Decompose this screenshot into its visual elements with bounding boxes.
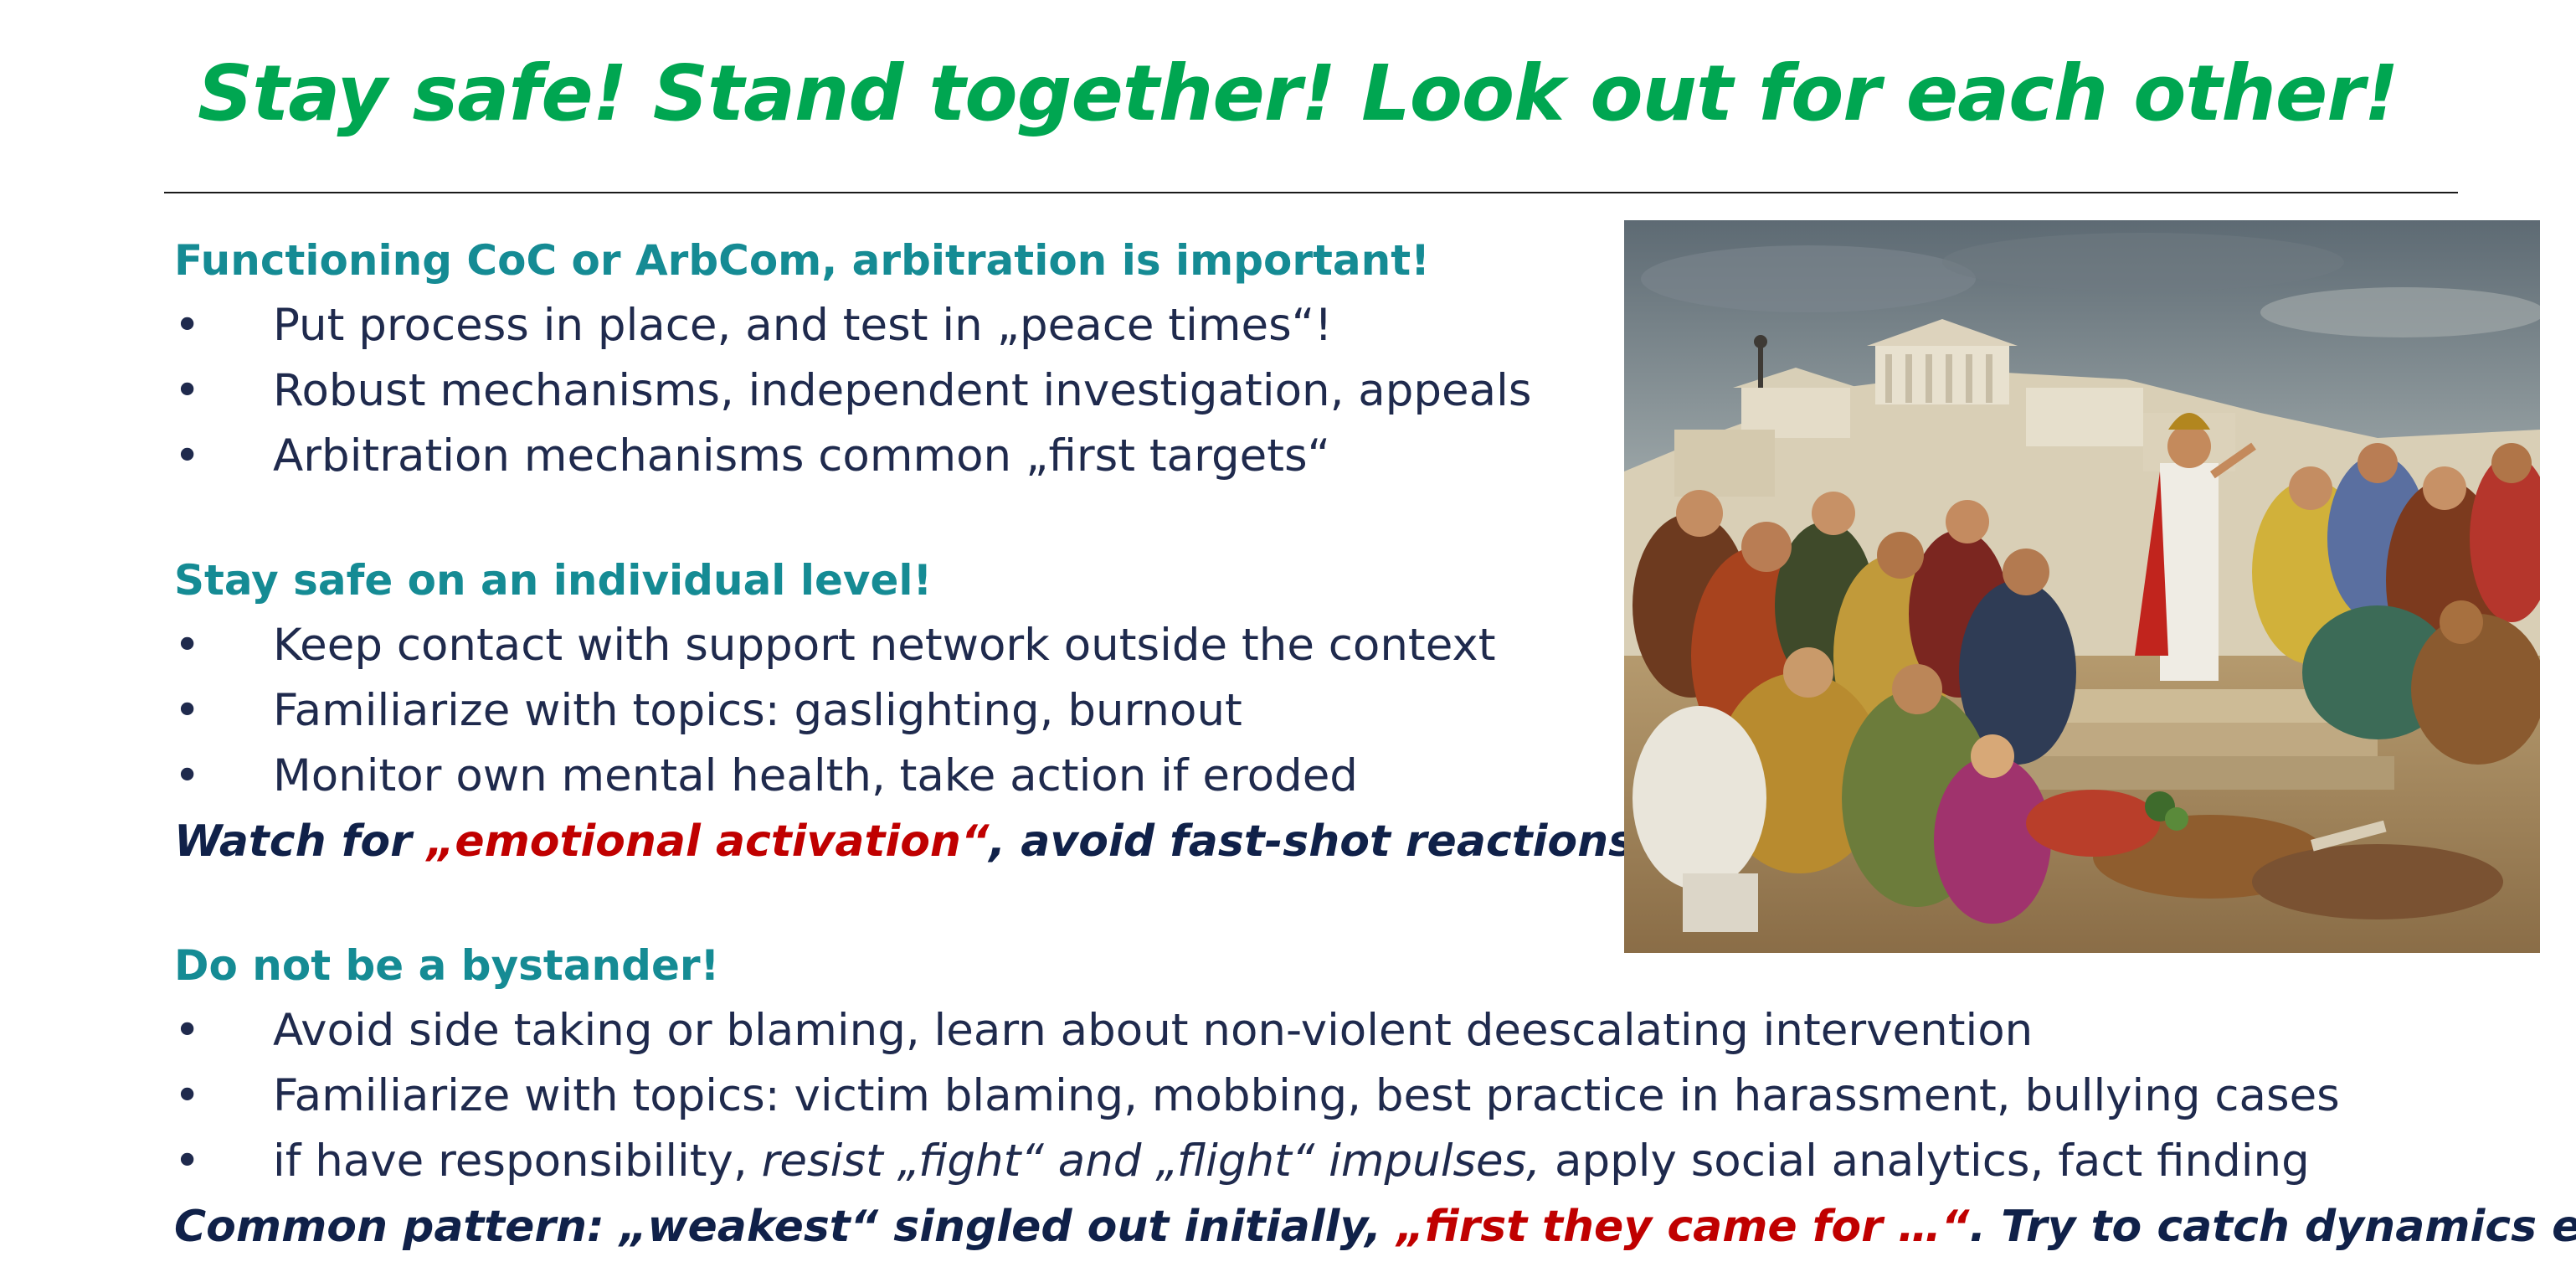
list-item: • Arbitration mechanisms common „first t… [174,424,2518,489]
section-heading-bystander: Do not be a bystander! [174,941,720,990]
list-item-text: Robust mechanisms, independent investiga… [273,365,1532,416]
section-heading-arbitration: Functioning CoC or ArbCom, arbitration i… [174,236,1430,285]
list-item-text: Monitor own mental health, take action i… [273,750,1358,801]
list-item: • Familiarize with topics: victim blamin… [174,1064,2518,1129]
note-text: , avoid fast-shot reactions [989,816,1635,867]
list-item-text: if have responsibility, [273,1136,762,1187]
list-item: • if have responsibility, resist „fight“… [174,1129,2518,1194]
list-item-text: Familiarize with topics: victim blaming,… [273,1070,2340,1121]
note-text: Watch for [174,816,427,867]
list-item-text: Avoid side taking or blaming, learn abou… [273,1005,2034,1056]
painting-image [1624,220,2540,953]
emphasis-note-activation: Watch for „emotional activation“, avoid … [174,809,2518,874]
slide-title: Stay safe! Stand together! Look out for … [198,49,2399,138]
list-item: • Avoid side taking or blaming, learn ab… [174,998,2518,1064]
list-item-text: Arbitration mechanisms common „first tar… [273,430,1331,482]
list-item: • Familiarize with topics: gaslighting, … [174,678,2518,744]
note-text: Common pattern: „weakest“ singled out in… [174,1202,1397,1252]
list-item: • Robust mechanisms, independent investi… [174,358,2518,424]
note-highlight: „first they came for …“ [1396,1202,1970,1252]
bullet-icon: • [174,1136,201,1187]
list-item-text: Put process in place, and test in „peace… [273,300,1333,351]
bullet-icon: • [174,1005,201,1056]
emphasis-note-pattern: Common pattern: „weakest“ singled out in… [174,1194,2576,1259]
bullet-icon: • [174,620,201,671]
list-item: • Keep contact with support network outs… [174,613,2518,678]
list-item-italic-text: resist „fight“ and „flight“ impulses, [761,1136,1541,1187]
title-divider [164,192,2458,193]
bullet-icon: • [174,430,201,482]
section-heading-individual: Stay safe on an individual level! [174,556,933,605]
bullet-icon: • [174,300,201,351]
list-item: • Monitor own mental health, take action… [174,744,2518,809]
slide-content: Functioning CoC or ArbCom, arbitration i… [174,228,2576,1259]
list-item-text: Keep contact with support network outsid… [273,620,1496,671]
bullet-icon: • [174,365,201,416]
note-highlight: „emotional activation“ [426,816,990,867]
list-item-text: apply social analytics, fact finding [1540,1136,2310,1187]
list-item-text: Familiarize with topics: gaslighting, bu… [273,685,1242,736]
bullet-icon: • [174,750,201,801]
note-text: . Try to catch dynamics early [1969,1202,2576,1252]
list-item: • Put process in place, and test in „pea… [174,293,2518,358]
bullet-icon: • [174,685,201,736]
bullet-icon: • [174,1070,201,1121]
